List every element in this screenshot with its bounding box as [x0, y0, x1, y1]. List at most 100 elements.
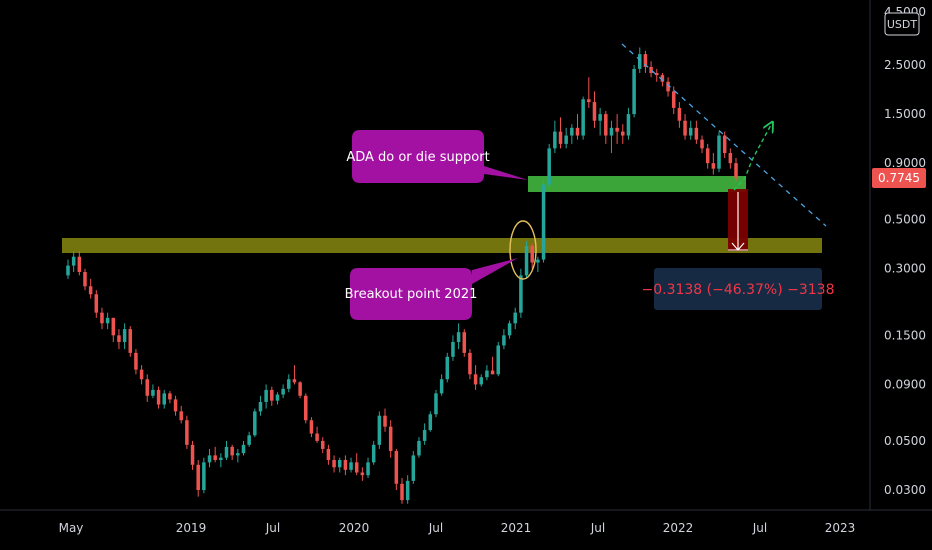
- candle-body[interactable]: [445, 356, 450, 380]
- candle-body[interactable]: [649, 66, 653, 74]
- candle-body[interactable]: [422, 430, 427, 441]
- candle-body[interactable]: [122, 329, 127, 342]
- candle-body[interactable]: [128, 329, 133, 353]
- candle-body[interactable]: [507, 323, 512, 336]
- candle-body[interactable]: [258, 401, 263, 412]
- candle-body[interactable]: [202, 462, 206, 490]
- candle-body[interactable]: [196, 464, 200, 490]
- candle-body[interactable]: [247, 435, 251, 445]
- candle-body[interactable]: [462, 332, 467, 353]
- candle-body[interactable]: [224, 446, 229, 458]
- candle-body[interactable]: [519, 275, 523, 313]
- candle-body[interactable]: [343, 459, 348, 470]
- candle-body[interactable]: [207, 455, 212, 463]
- candle-body[interactable]: [570, 127, 574, 136]
- candle-body[interactable]: [253, 411, 257, 436]
- candle-body[interactable]: [309, 420, 314, 434]
- candle-body[interactable]: [219, 457, 223, 460]
- candle-body[interactable]: [604, 114, 608, 136]
- candle-body[interactable]: [411, 455, 416, 481]
- candle-body[interactable]: [671, 91, 676, 108]
- candle-body[interactable]: [377, 415, 382, 445]
- candle-body[interactable]: [139, 369, 144, 380]
- candle-body[interactable]: [536, 259, 540, 263]
- candle-body[interactable]: [298, 382, 302, 396]
- unit-badge[interactable]: USDT: [884, 12, 920, 36]
- candle-body[interactable]: [111, 317, 116, 336]
- candle-body[interactable]: [587, 99, 591, 103]
- candle-body[interactable]: [626, 114, 631, 136]
- candle-body[interactable]: [473, 374, 478, 385]
- candle-body[interactable]: [145, 379, 150, 396]
- candle-body[interactable]: [304, 395, 308, 421]
- candle-body[interactable]: [581, 99, 585, 136]
- candle-body[interactable]: [190, 444, 195, 465]
- candle-body[interactable]: [717, 135, 721, 169]
- annotation-breakout[interactable]: Breakout point 2021: [345, 258, 518, 320]
- candle-body[interactable]: [564, 135, 568, 144]
- candle-body[interactable]: [349, 462, 353, 470]
- candle-body[interactable]: [71, 256, 76, 266]
- candle-body[interactable]: [388, 426, 393, 452]
- candle-body[interactable]: [734, 163, 738, 178]
- candle-body[interactable]: [553, 131, 557, 149]
- candle-body[interactable]: [94, 294, 99, 313]
- candle-body[interactable]: [688, 127, 693, 136]
- candle-body[interactable]: [439, 379, 444, 394]
- candle-body[interactable]: [83, 271, 87, 287]
- candle-body[interactable]: [241, 444, 246, 454]
- candle-body[interactable]: [428, 414, 433, 431]
- candle-body[interactable]: [694, 127, 699, 140]
- candle-body[interactable]: [117, 335, 121, 342]
- candle-body[interactable]: [292, 379, 297, 383]
- candle-body[interactable]: [315, 433, 319, 441]
- candle-body[interactable]: [88, 286, 93, 295]
- candle-body[interactable]: [105, 317, 110, 324]
- candle-body[interactable]: [179, 411, 183, 421]
- candle-body[interactable]: [213, 455, 217, 460]
- candle-body[interactable]: [417, 440, 421, 456]
- annotation-support[interactable]: ADA do or die support: [346, 130, 528, 183]
- candle-body[interactable]: [332, 459, 336, 468]
- candle-body[interactable]: [173, 399, 178, 412]
- candle-body[interactable]: [700, 139, 704, 149]
- candle-body[interactable]: [354, 462, 359, 473]
- candle-body[interactable]: [451, 341, 455, 357]
- candle-body[interactable]: [156, 389, 161, 405]
- candle-body[interactable]: [77, 256, 82, 272]
- candle-body[interactable]: [677, 107, 682, 121]
- candle-body[interactable]: [383, 415, 387, 427]
- candle-body[interactable]: [632, 68, 636, 115]
- price-axis[interactable]: 4.50002.50001.50000.90000.50000.30000.15…: [869, 0, 926, 510]
- candle-body[interactable]: [168, 393, 172, 400]
- candle-body[interactable]: [468, 352, 472, 375]
- candle-body[interactable]: [366, 462, 370, 476]
- candle-body[interactable]: [638, 54, 642, 69]
- candle-body[interactable]: [100, 312, 104, 324]
- candle-body[interactable]: [236, 453, 240, 456]
- candle-body[interactable]: [615, 127, 619, 132]
- candle-body[interactable]: [711, 163, 716, 169]
- candle-body[interactable]: [541, 184, 546, 260]
- candle-body[interactable]: [643, 54, 648, 67]
- candle-body[interactable]: [456, 332, 461, 342]
- candle-body[interactable]: [654, 73, 659, 76]
- candle-body[interactable]: [575, 127, 580, 136]
- candle-body[interactable]: [281, 388, 285, 395]
- candle-body[interactable]: [530, 246, 534, 263]
- candle-body[interactable]: [728, 153, 733, 164]
- candle-body[interactable]: [66, 265, 70, 276]
- candle-body[interactable]: [326, 448, 331, 460]
- candle-body[interactable]: [394, 451, 399, 484]
- candle-body[interactable]: [405, 480, 410, 501]
- candle-body[interactable]: [524, 246, 529, 276]
- candle-body[interactable]: [502, 335, 506, 346]
- candle-body[interactable]: [162, 393, 166, 405]
- candle-body[interactable]: [666, 81, 670, 92]
- candle-body[interactable]: [598, 114, 602, 121]
- candle-body[interactable]: [151, 389, 155, 396]
- candle-body[interactable]: [264, 389, 268, 402]
- candle-body[interactable]: [320, 440, 325, 449]
- candle-body[interactable]: [609, 127, 614, 136]
